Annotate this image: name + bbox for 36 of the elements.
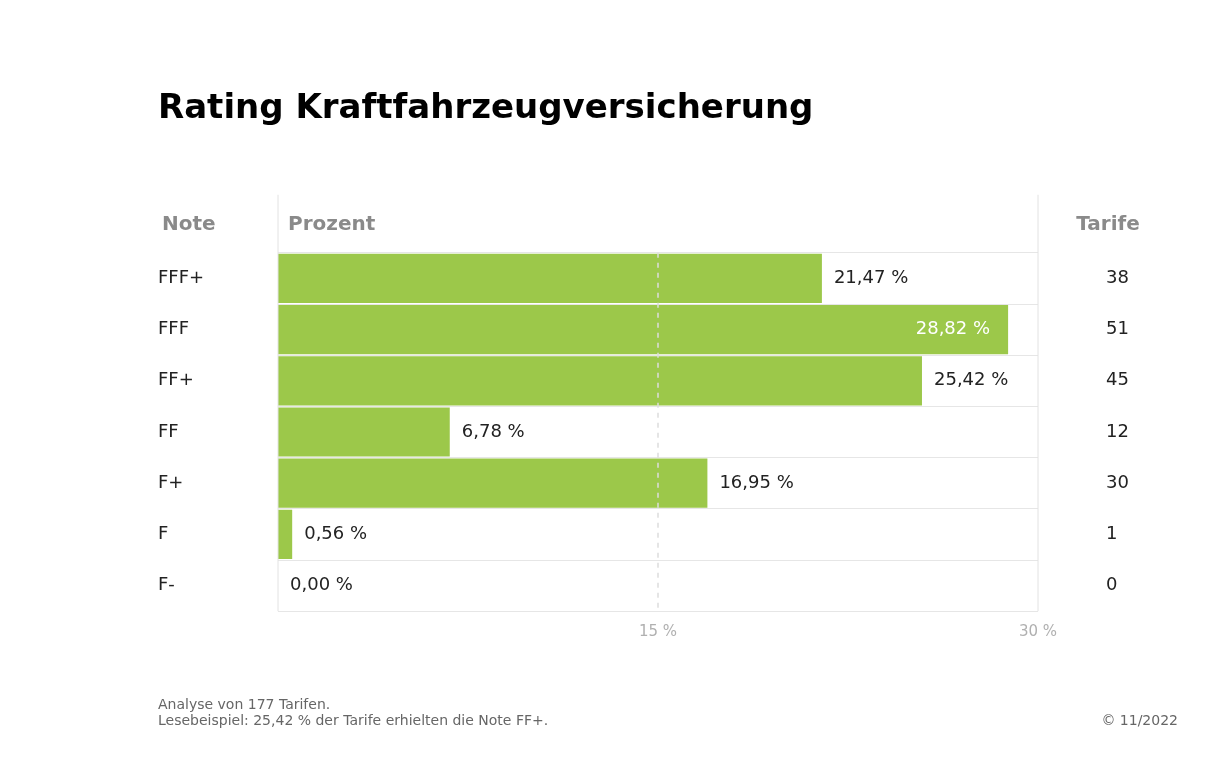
x-axis-title: Prozent <box>288 211 376 235</box>
bar <box>278 407 450 457</box>
y2-tick-label: 51 <box>1106 317 1129 339</box>
x-tick-label: 30 % <box>1018 622 1058 641</box>
y-tick-label: F <box>158 522 169 544</box>
data-label: 21,47 % <box>833 266 909 288</box>
y-tick-label: F+ <box>158 470 184 492</box>
y2-tick-label: 45 <box>1106 368 1129 390</box>
y-axis-title: Note <box>162 211 216 235</box>
data-label: 6,78 % <box>461 419 525 441</box>
chart-title: Rating Kraftfahrzeugversicherung <box>157 85 815 128</box>
text: © 11/2022 <box>1101 712 1178 728</box>
bar <box>278 458 708 508</box>
text: Lesebeispiel: 25,42 % der Tarife erhielten die Note FF+. <box>158 712 549 728</box>
bar <box>278 509 293 559</box>
data-label: 16,95 % <box>719 470 794 492</box>
y-tick-label: FFF+ <box>158 266 205 288</box>
data-label: 0,00 % <box>290 573 353 595</box>
data-label: 28,82 % <box>915 317 991 339</box>
y2-tick-label: 12 <box>1106 419 1129 441</box>
y2-tick-label: 0 <box>1106 573 1118 595</box>
y2-tick-label: 38 <box>1106 266 1129 288</box>
bar <box>278 305 1009 355</box>
y2-tick-label: 30 <box>1106 470 1129 492</box>
text: Analyse von 177 Tarifen. <box>158 696 332 712</box>
data-label: 25,42 % <box>933 368 1009 390</box>
bar <box>278 356 922 406</box>
y-tick-label: FF+ <box>158 368 194 390</box>
y-tick-label: FFF <box>158 317 190 339</box>
y-tick-label: FF <box>158 419 179 441</box>
y-tick-label: F- <box>158 573 175 595</box>
x-tick-label: 15 % <box>638 622 678 641</box>
y2-tick-label: 1 <box>1106 522 1118 544</box>
data-label: 0,56 % <box>304 522 368 544</box>
bar <box>278 253 822 303</box>
y2-axis-title: Tarife <box>1076 211 1140 235</box>
